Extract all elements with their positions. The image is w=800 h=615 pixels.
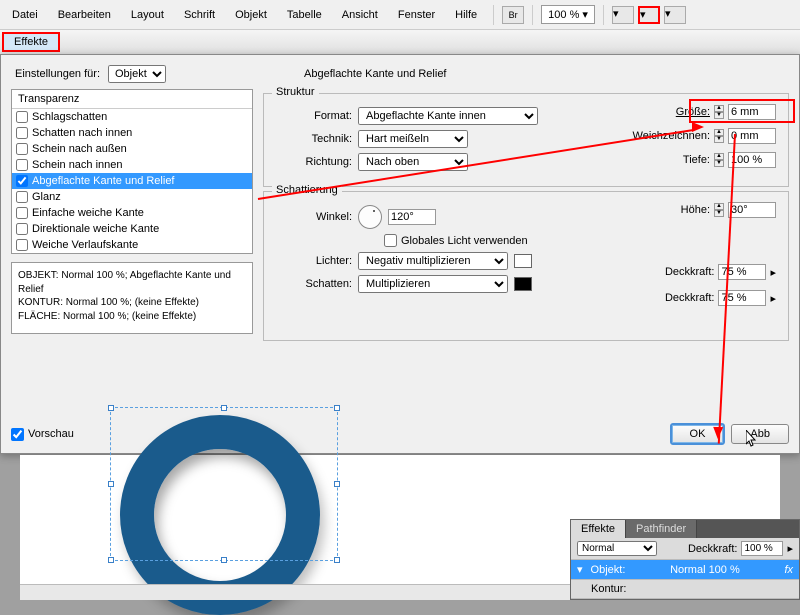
schatten-select[interactable]: Multiplizieren <box>358 275 508 293</box>
weich-spinner[interactable]: ▲▼ <box>714 129 724 143</box>
tiefe-input[interactable] <box>728 152 776 168</box>
panel-deck-input[interactable] <box>741 541 783 556</box>
schattierung-group: Schattierung Winkel: Höhe: ▲▼ Globales L… <box>263 191 789 341</box>
effekte-button[interactable]: Effekte <box>2 32 60 52</box>
hoehe-spinner[interactable]: ▲▼ <box>714 203 724 217</box>
panel-row-kontur[interactable]: Kontur: <box>571 580 799 599</box>
groesse-input[interactable] <box>728 104 776 120</box>
angle-dial-icon[interactable] <box>358 205 382 229</box>
view-options-icon[interactable]: ▾ <box>638 6 660 24</box>
screen-mode-icon[interactable]: ▾ <box>612 6 634 24</box>
lichter-label: Lichter: <box>274 255 352 267</box>
deck1-label: Deckkraft: <box>665 266 715 278</box>
format-label: Format: <box>274 110 352 122</box>
deck1-slider-icon[interactable]: ▸ <box>770 266 776 279</box>
control-bar: Effekte <box>0 30 800 54</box>
menu-objekt[interactable]: Objekt <box>227 5 275 25</box>
panel-mode-select[interactable]: Normal <box>577 541 657 556</box>
effect-list-header: Transparenz <box>12 90 252 109</box>
effect-direktionale-kante[interactable]: Direktionale weiche Kante <box>12 221 252 237</box>
settings-for-label: Einstellungen für: <box>15 68 100 80</box>
menu-fenster[interactable]: Fenster <box>390 5 443 25</box>
menu-schrift[interactable]: Schrift <box>176 5 223 25</box>
menu-bar: Datei Bearbeiten Layout Schrift Objekt T… <box>0 0 800 30</box>
zoom-level[interactable]: 100 % ▾ <box>541 5 595 24</box>
global-light-checkbox[interactable] <box>384 234 397 247</box>
effects-panel: Effekte Pathfinder Normal Deckkraft: ▸ ▾… <box>570 519 800 600</box>
winkel-input[interactable] <box>388 209 436 225</box>
arrange-icon[interactable]: ▾ <box>664 6 686 24</box>
menu-tabelle[interactable]: Tabelle <box>279 5 330 25</box>
weich-input[interactable] <box>728 128 776 144</box>
groesse-label: Größe: <box>676 106 710 118</box>
panel-deck-slider-icon[interactable]: ▸ <box>787 542 793 555</box>
schatt-title: Schattierung <box>272 184 342 196</box>
effect-list: Transparenz Schlagschatten Schatten nach… <box>11 89 253 254</box>
struktur-title: Struktur <box>272 86 319 98</box>
vorschau-label: Vorschau <box>28 428 74 440</box>
deck2-label: Deckkraft: <box>665 292 715 304</box>
deck2-input[interactable] <box>718 290 766 306</box>
weich-label: Weichzeichnen: <box>633 130 710 142</box>
panel-tab-effekte[interactable]: Effekte <box>571 520 626 538</box>
effect-schein-aussen[interactable]: Schein nach außen <box>12 141 252 157</box>
panel-tab-pathfinder[interactable]: Pathfinder <box>626 520 697 538</box>
effect-bevel[interactable]: Abgeflachte Kante und Relief <box>12 173 252 189</box>
technik-select[interactable]: Hart meißeln <box>358 130 468 148</box>
effect-schlagschatten[interactable]: Schlagschatten <box>12 109 252 125</box>
technik-label: Technik: <box>274 133 352 145</box>
lichter-select[interactable]: Negativ multiplizieren <box>358 252 508 270</box>
tiefe-spinner[interactable]: ▲▼ <box>714 153 724 167</box>
dialog-title: Abgeflachte Kante und Relief <box>304 68 447 80</box>
effect-verlaufskante[interactable]: Weiche Verlaufskante <box>12 237 252 253</box>
struktur-group: Struktur Format: Abgeflachte Kante innen… <box>263 93 789 187</box>
menu-hilfe[interactable]: Hilfe <box>447 5 485 25</box>
settings-for-select[interactable]: Objekt <box>108 65 166 83</box>
hoehe-input[interactable] <box>728 202 776 218</box>
panel-row-objekt[interactable]: ▾ Objekt: Normal 100 % fx <box>571 560 799 580</box>
menu-datei[interactable]: Datei <box>4 5 46 25</box>
groesse-spinner[interactable]: ▲▼ <box>714 105 724 119</box>
deck1-input[interactable] <box>718 264 766 280</box>
effects-dialog: Einstellungen für: Objekt Abgeflachte Ka… <box>0 54 800 454</box>
selection-box <box>110 407 338 561</box>
richtung-select[interactable]: Nach oben <box>358 153 468 171</box>
effect-einfache-kante[interactable]: Einfache weiche Kante <box>12 205 252 221</box>
menu-layout[interactable]: Layout <box>123 5 172 25</box>
fx-icon: fx <box>784 564 793 576</box>
vorschau-checkbox[interactable] <box>11 428 24 441</box>
bridge-icon[interactable]: Br <box>502 6 524 24</box>
menu-ansicht[interactable]: Ansicht <box>334 5 386 25</box>
richtung-label: Richtung: <box>274 156 352 168</box>
menu-bearbeiten[interactable]: Bearbeiten <box>50 5 119 25</box>
schatten-swatch[interactable] <box>514 277 532 291</box>
effect-schatten-innen[interactable]: Schatten nach innen <box>12 125 252 141</box>
abbrechen-button[interactable]: Abb <box>731 424 789 444</box>
panel-deck-label: Deckkraft: <box>688 543 738 555</box>
info-box: OBJEKT: Normal 100 %; Abgeflachte Kante … <box>11 262 253 334</box>
hoehe-label: Höhe: <box>681 204 710 216</box>
schatten-label: Schatten: <box>274 278 352 290</box>
effect-glanz[interactable]: Glanz <box>12 189 252 205</box>
ok-button[interactable]: OK <box>670 423 726 445</box>
format-select[interactable]: Abgeflachte Kante innen <box>358 107 538 125</box>
lichter-swatch[interactable] <box>514 254 532 268</box>
global-light-label: Globales Licht verwenden <box>401 235 528 247</box>
tiefe-label: Tiefe: <box>683 154 710 166</box>
effect-schein-innen[interactable]: Schein nach innen <box>12 157 252 173</box>
deck2-slider-icon[interactable]: ▸ <box>770 292 776 305</box>
winkel-label: Winkel: <box>274 211 352 223</box>
